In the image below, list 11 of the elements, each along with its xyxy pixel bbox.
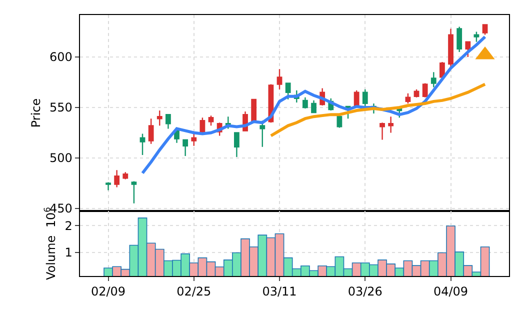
x-tick-label: 03/11 — [262, 284, 297, 299]
x-tick-label: 03/26 — [348, 284, 382, 299]
y-tick-label: 600 — [49, 50, 72, 64]
x-tick-label: 04/09 — [433, 284, 468, 299]
y-tick-label: 2 — [64, 218, 72, 233]
x-tick-label: 02/09 — [90, 284, 126, 299]
y-tick-label: 550 — [49, 100, 72, 115]
y-axis-title: Price — [28, 98, 43, 128]
y-tick-label: 1 — [64, 246, 72, 260]
x-tick-label: 02/25 — [176, 284, 212, 299]
y-tick-label: 500 — [49, 151, 72, 166]
